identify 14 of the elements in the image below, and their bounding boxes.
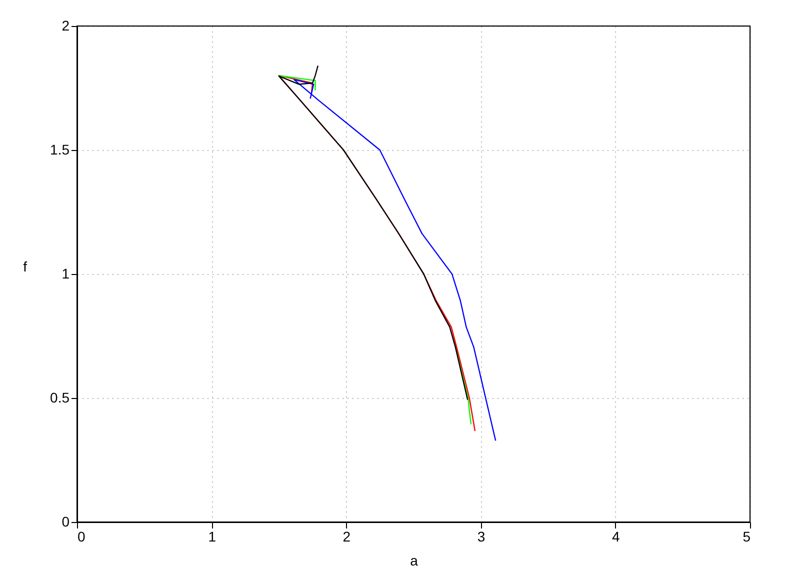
y-tick-label: 0 — [62, 514, 70, 530]
y-tick-label: 1 — [62, 266, 70, 282]
x-tick-label: 4 — [612, 528, 620, 544]
y-tick-label: 2 — [62, 18, 70, 34]
y-tick-label: 0.5 — [50, 390, 70, 406]
x-axis-title: a — [410, 552, 418, 568]
y-tick-label: 1.5 — [50, 142, 70, 158]
x-tick-label: 2 — [342, 528, 351, 544]
x-tick-label: 0 — [78, 528, 86, 544]
x-tick-label: 3 — [477, 528, 486, 544]
x-tick-label: 5 — [742, 528, 751, 544]
line-series — [293, 78, 496, 442]
x-tick-label: 1 — [208, 528, 216, 544]
y-axis-title: f — [23, 258, 28, 274]
